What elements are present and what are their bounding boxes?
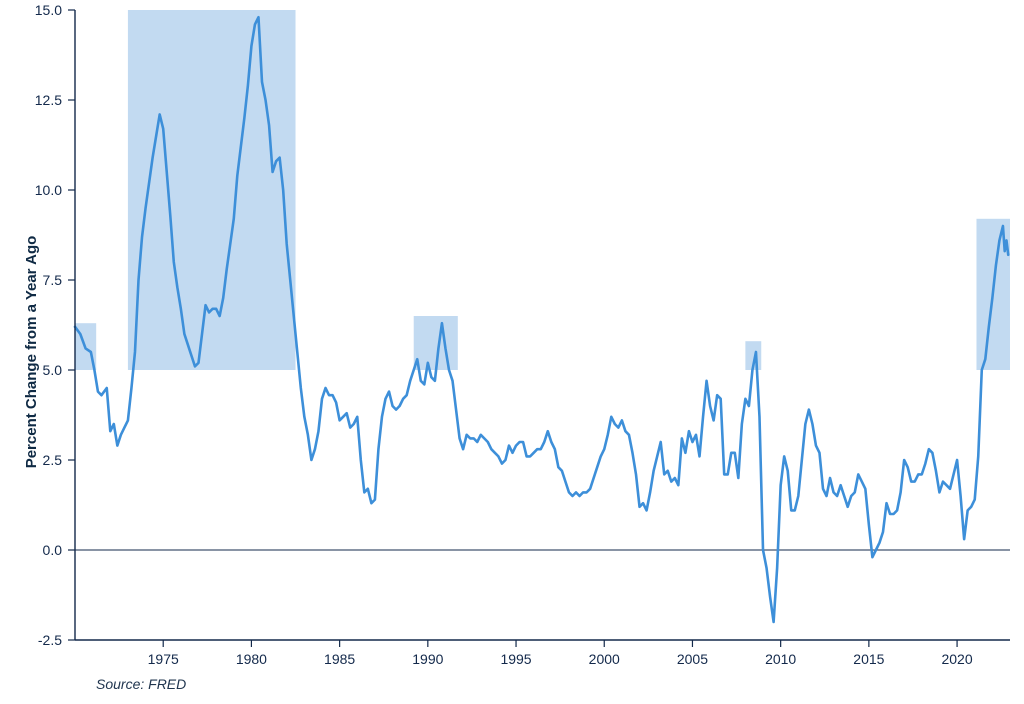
y-tick-label: 15.0 [35, 2, 62, 18]
y-axis-label: Percent Change from a Year Ago [23, 236, 40, 469]
y-tick-label: 10.0 [35, 182, 62, 198]
x-tick-label: 1985 [324, 651, 355, 667]
y-tick-label: 0.0 [43, 542, 63, 558]
y-tick-label: 2.5 [43, 452, 63, 468]
y-tick-label: 5.0 [43, 362, 63, 378]
x-tick-label: 1975 [148, 651, 179, 667]
x-tick-label: 2015 [853, 651, 884, 667]
x-tick-label: 1990 [412, 651, 443, 667]
x-tick-label: 2000 [589, 651, 620, 667]
y-tick-label: -2.5 [38, 632, 62, 648]
y-tick-label: 7.5 [43, 272, 63, 288]
y-tick-label: 12.5 [35, 92, 62, 108]
x-tick-label: 1980 [236, 651, 267, 667]
line-chart: -2.5 0.0 2.5 5.0 7.5 10.0 12.5 15.0 1975 1980 1985… [0, 0, 1024, 704]
x-tick-label: 2020 [941, 651, 972, 667]
chart-container: Percent Change from a Year Ago -2.5 0.0 2.… [0, 0, 1024, 704]
source-label: Source: FRED [96, 676, 186, 692]
x-tick-label: 1995 [500, 651, 531, 667]
x-tick-label: 2005 [677, 651, 708, 667]
x-tick-label: 2010 [765, 651, 796, 667]
highlight-band [128, 10, 296, 370]
